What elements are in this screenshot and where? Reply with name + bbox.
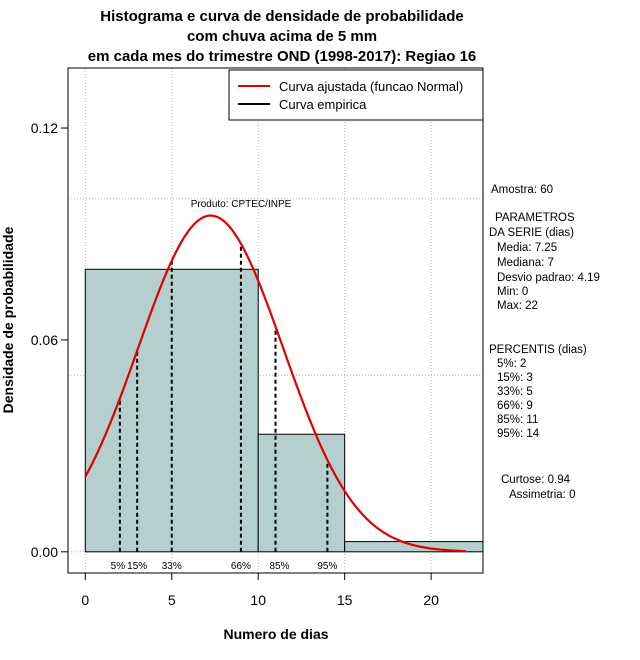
percentil-5: 5%: 2 bbox=[497, 358, 526, 370]
normal-fit-curve bbox=[84, 214, 466, 553]
params-heading: PARAMETROS bbox=[495, 212, 575, 224]
percentile-label-66: 66% bbox=[231, 561, 251, 572]
percentile-label-5: 5% bbox=[111, 561, 126, 572]
percentil-66: 66%: 9 bbox=[497, 400, 533, 412]
percentile-markers bbox=[118, 243, 329, 552]
y-tick-label-1: 0.06 bbox=[31, 332, 58, 348]
chart-title-line-2: com chuva acima de 5 mm bbox=[187, 28, 377, 45]
assimetria: Assimetria: 0 bbox=[509, 489, 575, 501]
histogram-bars bbox=[84, 268, 484, 553]
param-media: Media: 7.25 bbox=[497, 242, 557, 254]
param-desvio: Desvio padrao: 4.19 bbox=[497, 272, 600, 284]
percentile-label-95: 95% bbox=[317, 561, 337, 572]
param-mediana: Mediana: 7 bbox=[497, 257, 554, 269]
y-tick-label-2: 0.12 bbox=[31, 120, 58, 136]
statistics-panel: Amostra: 60 PARAMETROS DA SERIE (dias) M… bbox=[489, 184, 600, 501]
chart-title-line-1: Histograma e curva de densidade de proba… bbox=[100, 8, 463, 25]
x-tick-label-0: 0 bbox=[81, 592, 89, 608]
percentile-label-15: 15% bbox=[127, 561, 147, 572]
percentil-85: 85%: 11 bbox=[497, 414, 538, 426]
percentis-heading: PERCENTIS (dias) bbox=[489, 344, 587, 356]
y-axis-title: Densidade de probabilidade bbox=[0, 226, 16, 413]
curtose: Curtose: 0.94 bbox=[501, 474, 571, 486]
legend-label-fit: Curva ajustada (funcao Normal) bbox=[279, 79, 463, 94]
x-axis-title: Numero de dias bbox=[223, 626, 328, 642]
percentil-15: 15%: 3 bbox=[497, 372, 533, 384]
chart-title-line-3: em cada mes do trimestre OND (1998-2017)… bbox=[88, 48, 477, 65]
params-subheading: DA SERIE (dias) bbox=[489, 227, 574, 239]
sample-size: Amostra: 60 bbox=[491, 184, 553, 196]
percentile-label-85: 85% bbox=[269, 561, 289, 572]
legend-label-empirical: Curva empirica bbox=[279, 97, 367, 112]
x-tick-label-1: 5 bbox=[168, 592, 176, 608]
x-tick-label-3: 15 bbox=[337, 592, 353, 608]
x-tick-label-4: 20 bbox=[423, 592, 439, 608]
x-axis: 0 5 10 15 20 bbox=[81, 572, 439, 608]
histogram-bar-1 bbox=[257, 433, 346, 553]
y-tick-label-0: 0.00 bbox=[31, 544, 58, 560]
percentile-label-33: 33% bbox=[162, 561, 182, 572]
percentil-95: 95%: 14 bbox=[497, 428, 540, 440]
legend: Curva ajustada (funcao Normal) Curva emp… bbox=[228, 69, 484, 121]
param-min: Min: 0 bbox=[497, 286, 528, 298]
y-axis: 0.00 0.06 0.12 bbox=[31, 120, 69, 560]
x-tick-label-2: 10 bbox=[250, 592, 266, 608]
percentile-labels: 5% 15% 33% 66% 85% 95% bbox=[111, 561, 338, 572]
product-annotation: Produto: CPTEC/INPE bbox=[191, 199, 292, 210]
percentil-33: 33%: 5 bbox=[497, 386, 533, 398]
legend-box bbox=[228, 69, 484, 121]
param-max: Max: 22 bbox=[497, 300, 538, 312]
